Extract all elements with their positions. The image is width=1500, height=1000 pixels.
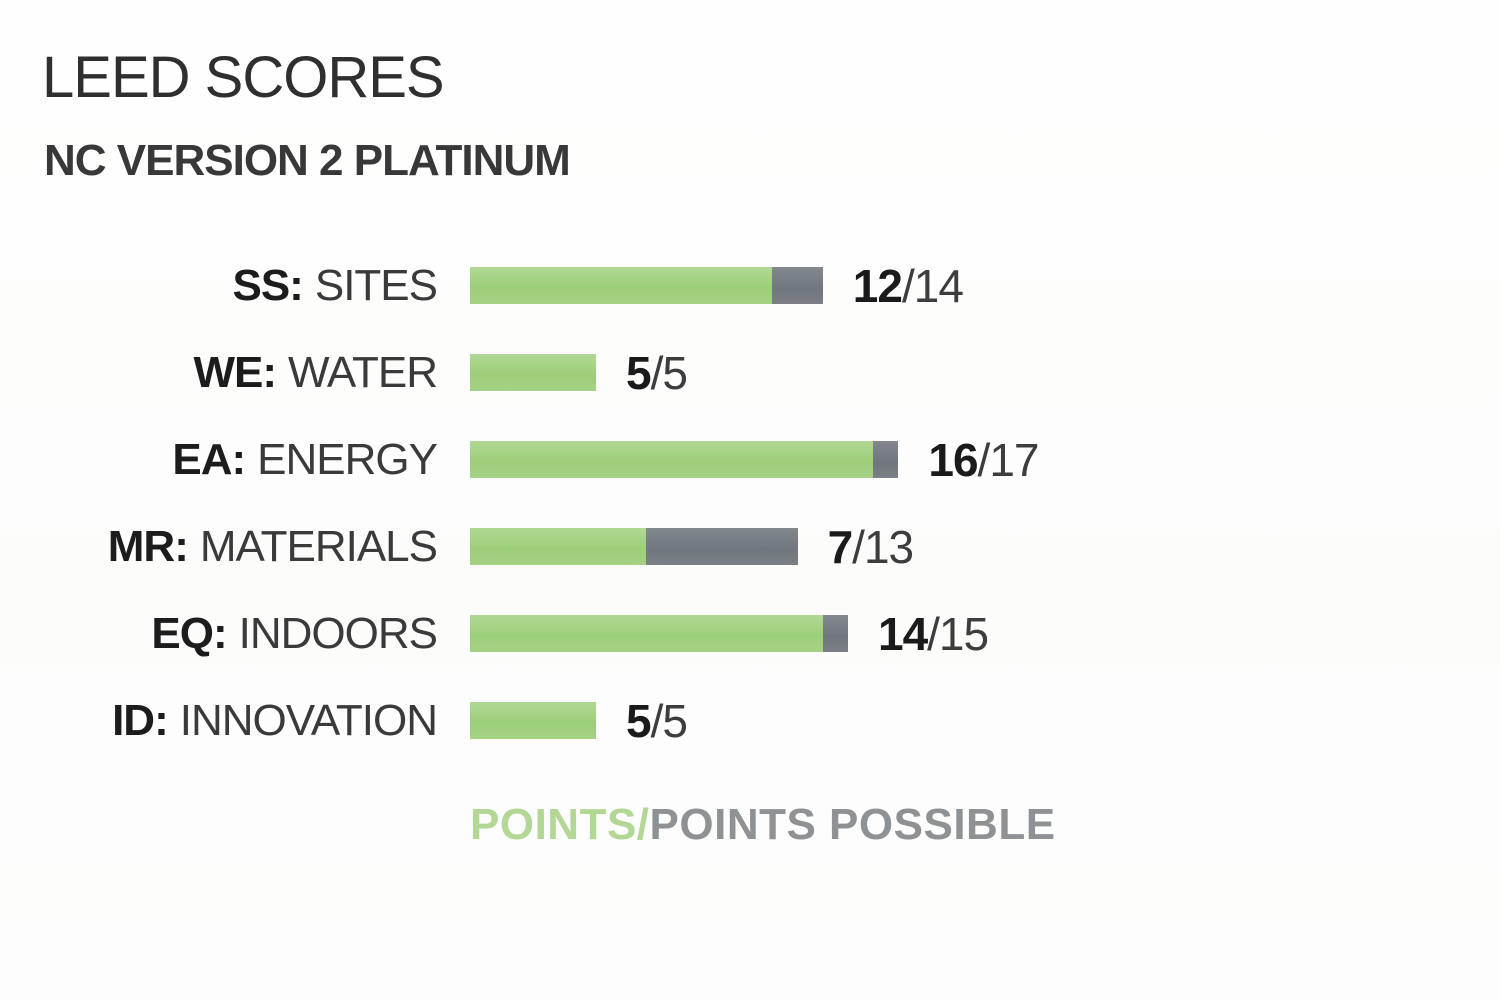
category-label: EQ: INDOORS bbox=[0, 608, 438, 659]
legend-possible-label: POINTS POSSIBLE bbox=[649, 800, 1056, 849]
bar-remaining-segment bbox=[822, 615, 848, 652]
chart-title: LEED SCORES bbox=[42, 45, 445, 110]
value-possible: /13 bbox=[852, 520, 914, 573]
category-code: SS: bbox=[232, 260, 303, 310]
score-value: 16/17 bbox=[928, 433, 1040, 487]
bar-earned-segment bbox=[470, 615, 823, 652]
bar-remaining-segment bbox=[772, 267, 823, 304]
value-possible: /15 bbox=[927, 607, 989, 660]
value-points: 14 bbox=[877, 607, 928, 660]
value-points: 5 bbox=[626, 694, 652, 747]
category-code: EA: bbox=[172, 434, 246, 484]
category-label: WE: WATER bbox=[0, 347, 438, 398]
category-name: SITES bbox=[314, 260, 438, 310]
category-name: ENERGY bbox=[257, 434, 438, 484]
score-row: EQ: INDOORS 14/15 bbox=[0, 590, 1500, 677]
category-code: EQ: bbox=[151, 608, 227, 658]
score-row: SS: SITES 12/14 bbox=[0, 242, 1500, 329]
bar-earned-segment bbox=[470, 702, 596, 739]
category-label: EA: ENERGY bbox=[0, 434, 438, 485]
score-value: 12/14 bbox=[852, 259, 964, 313]
score-row: ID: INNOVATION 5/5 bbox=[0, 677, 1500, 764]
score-rows: SS: SITES 12/14 WE: WATER 5/5 EA: ENERGY bbox=[0, 242, 1500, 764]
score-row: EA: ENERGY 16/17 bbox=[0, 416, 1500, 503]
score-bar bbox=[470, 354, 596, 391]
legend-points-label: POINTS/ bbox=[470, 800, 650, 849]
value-points: 5 bbox=[626, 346, 652, 399]
score-bar bbox=[470, 702, 596, 739]
score-bar bbox=[470, 615, 848, 652]
category-label: SS: SITES bbox=[0, 260, 438, 311]
category-code: WE: bbox=[193, 347, 277, 397]
category-code: ID: bbox=[112, 695, 169, 745]
score-value: 5/5 bbox=[626, 346, 688, 400]
value-possible: /14 bbox=[901, 259, 964, 312]
score-bar bbox=[470, 267, 823, 304]
bar-earned-segment bbox=[470, 267, 773, 304]
value-possible: /5 bbox=[650, 346, 688, 399]
bar-remaining-segment bbox=[646, 528, 798, 565]
chart-legend: POINTS/POINTS POSSIBLE bbox=[470, 800, 1056, 850]
category-name: INNOVATION bbox=[179, 695, 438, 745]
bar-remaining-segment bbox=[873, 441, 899, 478]
category-label: MR: MATERIALS bbox=[0, 521, 438, 572]
category-name: INDOORS bbox=[238, 608, 438, 658]
value-points: 7 bbox=[827, 520, 854, 573]
score-row: MR: MATERIALS 7/13 bbox=[0, 503, 1500, 590]
score-bar bbox=[470, 441, 899, 478]
category-label: ID: INNOVATION bbox=[0, 695, 438, 746]
value-points: 16 bbox=[928, 433, 978, 486]
bar-earned-segment bbox=[470, 354, 596, 391]
score-value: 5/5 bbox=[626, 694, 688, 748]
category-code: MR: bbox=[107, 521, 189, 571]
value-possible: /17 bbox=[977, 433, 1040, 486]
score-row: WE: WATER 5/5 bbox=[0, 329, 1500, 416]
score-bar bbox=[470, 528, 798, 565]
score-value: 14/15 bbox=[877, 607, 989, 661]
value-possible: /5 bbox=[650, 694, 688, 747]
bar-earned-segment bbox=[470, 441, 874, 478]
category-name: MATERIALS bbox=[199, 521, 438, 571]
bar-earned-segment bbox=[470, 528, 647, 565]
category-name: WATER bbox=[288, 347, 438, 397]
value-points: 12 bbox=[852, 259, 903, 312]
chart-subtitle: NC VERSION 2 PLATINUM bbox=[44, 136, 571, 185]
score-value: 7/13 bbox=[827, 520, 915, 574]
